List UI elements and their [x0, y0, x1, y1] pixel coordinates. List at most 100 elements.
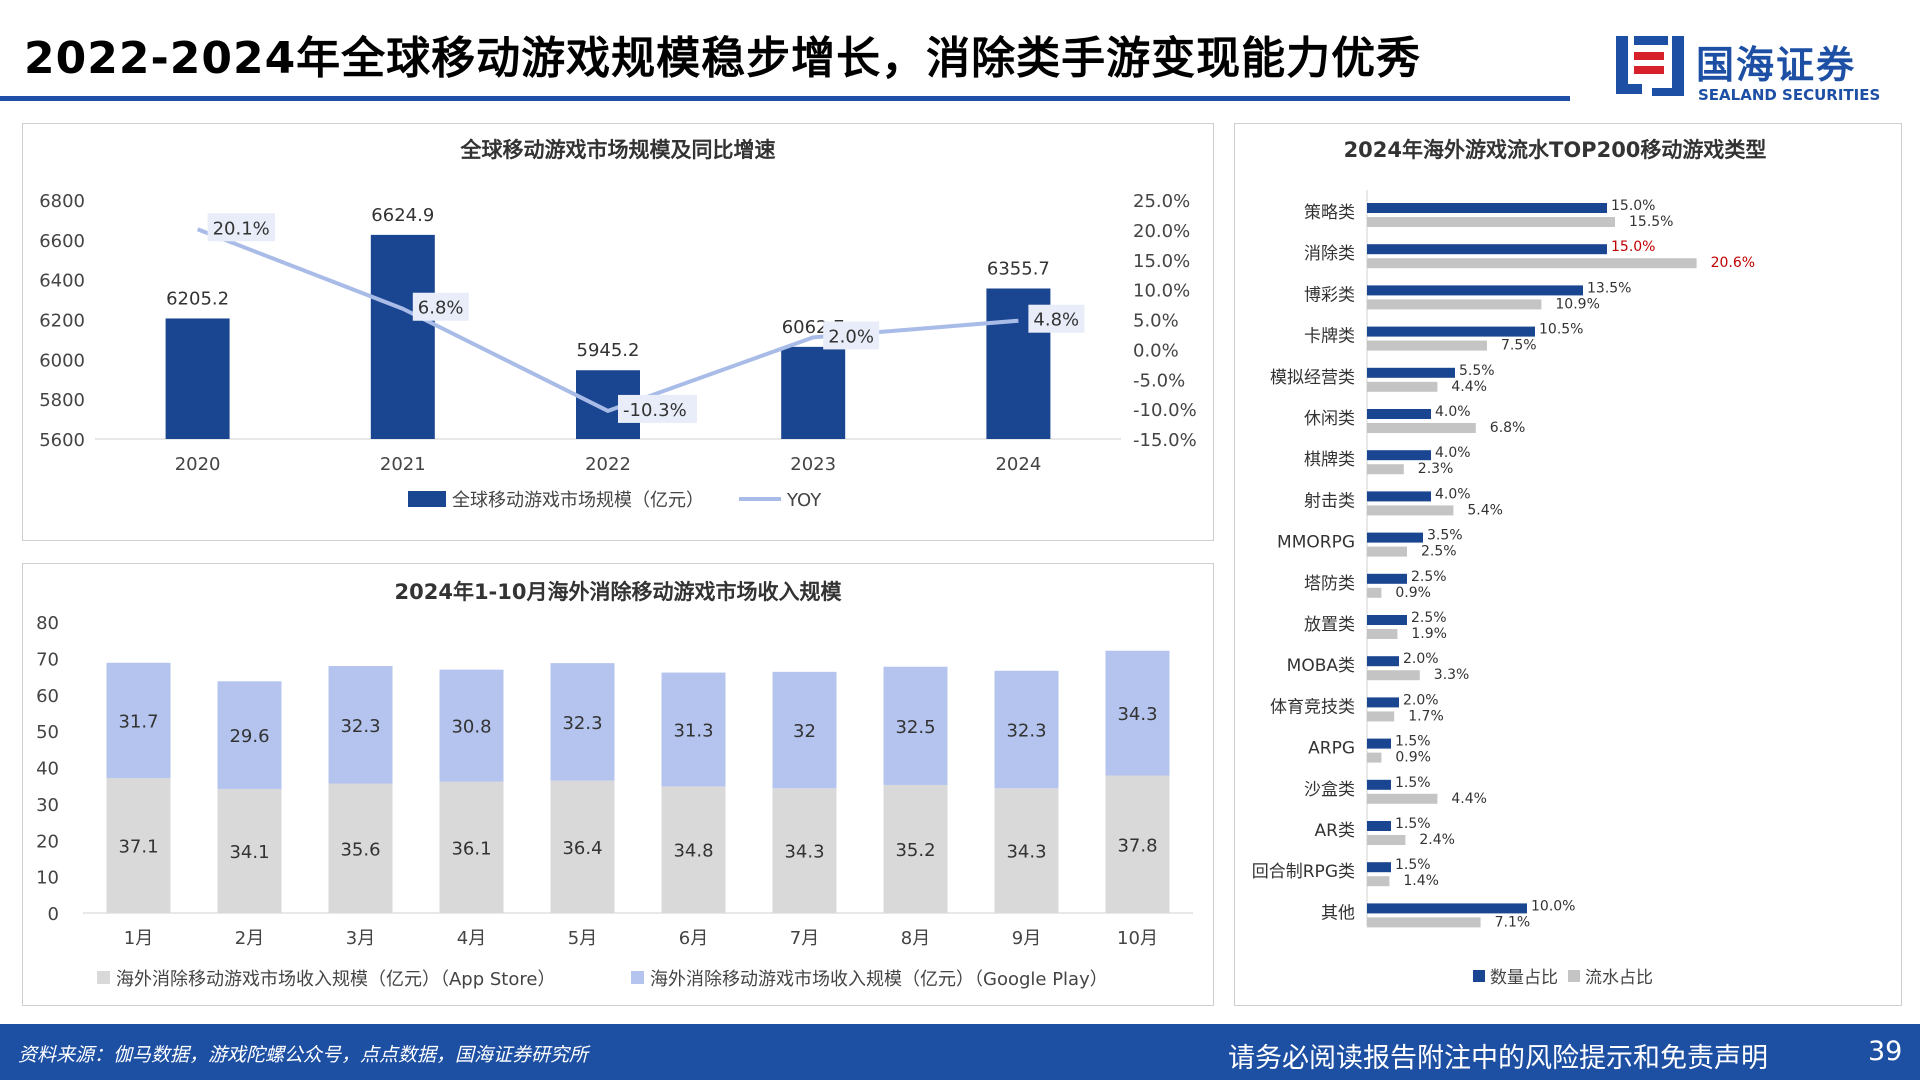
- y-tick-label: 40: [36, 759, 59, 780]
- legend-label-google-play: 海外消除移动游戏市场收入规模（亿元）（Google Play）: [650, 969, 1108, 990]
- yoy-line: [196, 227, 1019, 413]
- flow-share-bar: [1367, 546, 1407, 557]
- yoy-value-label: 6.8%: [418, 298, 464, 319]
- flow-share-value-label: 1.4%: [1403, 873, 1439, 889]
- category-label: 卡牌类: [1304, 327, 1355, 347]
- legend-label-flow-share: 流水占比: [1585, 968, 1653, 988]
- y-tick-label: 70: [36, 649, 59, 670]
- y-tick-label: 20: [36, 831, 59, 852]
- flow-share-value-label: 4.4%: [1451, 791, 1487, 807]
- app-store-bar: [772, 788, 837, 913]
- count-share-value-label: 13.5%: [1587, 280, 1631, 296]
- legend-label-market-size: 全球移动游戏市场规模（亿元）: [452, 490, 704, 511]
- category-label: 体育竞技类: [1270, 697, 1355, 717]
- app-store-bar: [661, 786, 726, 913]
- bar-value-label: 6624.9: [371, 205, 434, 226]
- flow-share-bar: [1367, 381, 1438, 392]
- app-store-bar: [550, 780, 615, 913]
- app-store-value-label: 34.8: [673, 841, 713, 862]
- legend-swatch-google-play: [631, 971, 644, 984]
- legend-swatch-app-store: [97, 971, 110, 984]
- legend-label-yoy: YOY: [786, 490, 822, 511]
- app-store-value-label: 36.1: [451, 838, 491, 859]
- y2-tick-label: -5.0%: [1133, 370, 1185, 391]
- yoy-label-box: [207, 213, 276, 242]
- y-tick-label: 30: [36, 795, 59, 816]
- flow-share-value-label: 0.9%: [1395, 750, 1431, 766]
- app-store-bar: [883, 784, 948, 913]
- market-size-bar: [165, 318, 230, 439]
- x-tick-label: 7月: [790, 928, 819, 949]
- x-tick-label: 6月: [679, 928, 708, 949]
- count-share-bar: [1367, 573, 1407, 584]
- count-share-bar: [1367, 697, 1399, 708]
- flow-share-value-label: 2.4%: [1419, 832, 1455, 848]
- app-store-value-label: 34.1: [229, 842, 269, 863]
- yoy-value-label: 20.1%: [213, 218, 270, 239]
- x-tick-label: 2月: [235, 928, 264, 949]
- count-share-value-label: 2.5%: [1411, 569, 1447, 585]
- page-title: 2022-2024年全球移动游戏规模稳步增长，消除类手游变现能力优秀: [24, 33, 1422, 84]
- x-tick-label: 1月: [124, 928, 153, 949]
- flow-share-bar: [1367, 876, 1390, 887]
- x-tick-label: 2020: [175, 454, 221, 475]
- google-play-bar: [994, 670, 1059, 789]
- flow-share-bar: [1367, 587, 1382, 598]
- count-share-bar: [1367, 367, 1455, 378]
- y-tick-label: 0: [48, 904, 59, 925]
- flow-share-value-label: 2.3%: [1418, 461, 1454, 477]
- count-share-bar: [1367, 779, 1391, 790]
- footer-bar: 资料来源：伽马数据，游戏陀螺公众号，点点数据，国海证券研究所 请务必阅读报告附注…: [0, 1024, 1920, 1080]
- count-share-bar: [1367, 203, 1607, 213]
- category-label: 沙盒类: [1304, 780, 1355, 800]
- app-store-value-label: 34.3: [1006, 842, 1046, 863]
- y-tick-label: 6200: [39, 311, 85, 332]
- match3-revenue-chart-panel: 2024年1-10月海外消除移动游戏市场收入规模 80 70 60 50 40 30 20 1…: [22, 563, 1214, 1006]
- app-store-bar: [439, 781, 504, 913]
- count-share-value-label: 1.5%: [1395, 775, 1431, 791]
- y-tick-label: 50: [36, 722, 59, 743]
- category-label: 回合制RPG类: [1252, 862, 1355, 882]
- logo-english-text: SEALAND SECURITIES: [1698, 86, 1881, 104]
- count-share-value-label: 15.0%: [1611, 198, 1655, 214]
- chart-title: 2024年1-10月海外消除移动游戏市场收入规模: [395, 580, 843, 604]
- disclaimer-link[interactable]: 请务必阅读报告附注中的风险提示和免责声明: [1228, 1043, 1768, 1074]
- y2-tick-label: 0.0%: [1133, 340, 1179, 361]
- flow-share-value-label: 7.1%: [1495, 914, 1531, 930]
- x-tick-label: 2024: [995, 454, 1041, 475]
- flow-share-value-label: 10.9%: [1555, 296, 1599, 312]
- y-tick-label: 6400: [39, 271, 85, 292]
- category-label: 模拟经营类: [1270, 368, 1355, 388]
- flow-share-value-label: 0.9%: [1395, 585, 1431, 601]
- y-tick-label: 5800: [39, 390, 85, 411]
- category-label: 棋牌类: [1304, 450, 1355, 470]
- google-play-value-label: 31.3: [673, 720, 713, 741]
- flow-share-bar: [1367, 917, 1481, 928]
- y2-tick-label: 10.0%: [1133, 281, 1190, 302]
- y2-tick-label: 25.0%: [1133, 191, 1190, 212]
- market-size-bar: [781, 346, 846, 439]
- category-label: MOBA类: [1287, 656, 1355, 676]
- count-share-value-label: 1.5%: [1395, 857, 1431, 873]
- app-store-bar: [217, 788, 282, 913]
- category-label: 塔防类: [1304, 574, 1355, 594]
- count-share-bar: [1367, 244, 1607, 255]
- category-label: 射击类: [1304, 491, 1355, 511]
- category-label: 放置类: [1304, 615, 1355, 635]
- google-play-value-label: 32.3: [340, 716, 380, 737]
- google-play-bar: [328, 666, 393, 784]
- app-store-value-label: 37.8: [1117, 835, 1157, 856]
- google-play-bar: [550, 663, 615, 781]
- x-tick-label: 2022: [585, 454, 631, 475]
- x-tick-label: 3月: [346, 928, 375, 949]
- app-store-value-label: 36.4: [562, 838, 602, 859]
- market-size-chart-panel: 全球移动游戏市场规模及同比增速 6800 6600 6400 6200 6000 5800…: [22, 123, 1214, 541]
- count-share-value-label: 10.5%: [1539, 322, 1583, 338]
- yoy-label-box: [1028, 304, 1085, 333]
- google-play-value-label: 32: [793, 721, 816, 742]
- bar-value-label: 5945.2: [577, 340, 640, 361]
- y-tick-label: 6600: [39, 231, 85, 252]
- y2-tick-label: -15.0%: [1133, 430, 1197, 451]
- y-tick-label: 80: [36, 613, 59, 634]
- legend-swatch-count-share: [1473, 970, 1485, 982]
